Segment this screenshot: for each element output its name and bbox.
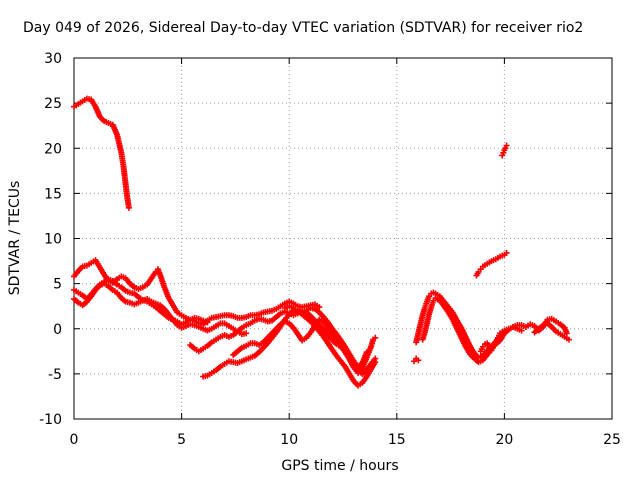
- chart-title: Day 049 of 2026, Sidereal Day-to-day VTE…: [23, 20, 583, 36]
- axis-ticks: [73, 57, 613, 420]
- data-point: [363, 349, 370, 356]
- data-point: [565, 336, 572, 343]
- series-arc-p: [473, 249, 510, 279]
- series-arc-i: [281, 303, 370, 370]
- y-tick-label: 10: [44, 232, 62, 248]
- data-point: [518, 327, 525, 334]
- y-tick-label: 15: [44, 186, 62, 202]
- data-point: [372, 334, 379, 341]
- data-point: [372, 359, 379, 366]
- x-tick-label: 20: [495, 432, 513, 448]
- data-point: [505, 325, 512, 332]
- y-tick-label: 30: [44, 51, 62, 67]
- data-point: [503, 249, 510, 256]
- x-tick-labels: 0 5 10 15 20 25: [70, 432, 621, 448]
- series-arc-q: [499, 142, 510, 159]
- data-point: [316, 304, 323, 311]
- y-axis-label: SDTVAR / TECUs: [7, 181, 23, 296]
- x-tick-label: 15: [388, 432, 406, 448]
- x-tick-label: 10: [280, 432, 298, 448]
- x-tick-label: 0: [70, 432, 79, 448]
- series-arc-a: [71, 257, 198, 324]
- y-tick-label: 20: [44, 141, 62, 157]
- y-tick-label: 0: [53, 322, 62, 338]
- series-arc-high-early: [71, 95, 132, 211]
- y-tick-label: 5: [53, 277, 62, 293]
- data-point: [503, 142, 510, 149]
- series-arc-j: [411, 355, 422, 365]
- y-tick-label: -10: [39, 412, 62, 428]
- y-tick-label: 25: [44, 96, 62, 112]
- series-arc-m: [477, 325, 512, 355]
- x-tick-label: 25: [603, 432, 621, 448]
- data-point: [243, 330, 250, 337]
- series-arc-d: [191, 298, 323, 328]
- x-axis-label: GPS time / hours: [281, 458, 398, 474]
- data-point: [415, 357, 422, 364]
- y-tick-label: -5: [48, 367, 62, 383]
- series-arc-o: [531, 320, 572, 343]
- x-tick-label: 5: [177, 432, 186, 448]
- y-tick-labels: -10 -5 0 5 10 15 20 25 30: [39, 51, 62, 428]
- data-points: [71, 95, 572, 389]
- data-point: [125, 204, 132, 211]
- series-arc-g: [200, 307, 379, 389]
